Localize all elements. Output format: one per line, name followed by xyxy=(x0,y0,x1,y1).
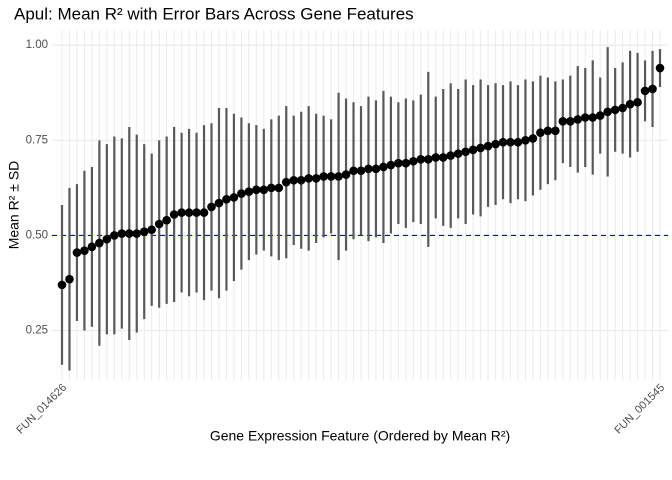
y-tick-label: 1.00 xyxy=(26,39,48,51)
point xyxy=(513,137,523,147)
point xyxy=(147,225,156,235)
point xyxy=(491,139,500,149)
point xyxy=(281,177,291,187)
point xyxy=(379,162,388,172)
point xyxy=(341,170,351,179)
point xyxy=(595,111,605,120)
point xyxy=(423,155,433,164)
point xyxy=(244,187,254,196)
point xyxy=(558,117,568,126)
point xyxy=(476,143,485,153)
point xyxy=(259,185,269,195)
point xyxy=(132,229,142,238)
point xyxy=(319,172,328,181)
point xyxy=(580,113,590,122)
point xyxy=(184,208,194,217)
point xyxy=(498,137,508,147)
point xyxy=(409,156,418,166)
point xyxy=(311,174,321,183)
point xyxy=(289,175,299,185)
point xyxy=(304,174,313,183)
point xyxy=(446,151,456,160)
point xyxy=(371,164,381,174)
point xyxy=(192,208,201,217)
point xyxy=(222,194,231,204)
point xyxy=(640,86,650,96)
point xyxy=(536,128,545,138)
y-tick-label: 0.75 xyxy=(26,134,48,146)
point xyxy=(95,238,104,248)
point xyxy=(483,141,493,151)
point xyxy=(356,166,366,176)
point xyxy=(214,198,224,208)
point xyxy=(453,149,463,158)
point xyxy=(468,145,478,155)
point xyxy=(364,164,373,174)
point xyxy=(117,229,127,238)
point xyxy=(551,126,560,136)
point xyxy=(124,229,134,238)
point xyxy=(521,136,530,145)
point xyxy=(177,208,186,217)
point xyxy=(506,137,515,147)
point xyxy=(162,215,171,225)
y-tick-label: 0.25 xyxy=(26,325,48,337)
point xyxy=(528,134,538,143)
point xyxy=(80,246,89,255)
point xyxy=(655,63,665,73)
x-tick-label: FUN_014626 xyxy=(14,382,69,437)
point xyxy=(401,158,411,168)
chart-title: Apul: Mean R² with Error Bars Across Gen… xyxy=(14,4,414,23)
point xyxy=(633,97,642,107)
y-axis-label: Mean R² ± SD xyxy=(6,161,22,250)
point xyxy=(603,107,612,117)
point xyxy=(648,84,657,94)
point xyxy=(139,227,149,236)
point xyxy=(267,183,276,193)
point xyxy=(610,105,620,115)
point xyxy=(57,280,67,290)
point xyxy=(237,189,246,198)
point xyxy=(461,147,470,157)
point xyxy=(169,210,179,219)
point xyxy=(394,158,403,168)
y-tick-label: 0.50 xyxy=(26,229,48,241)
point xyxy=(416,155,426,164)
point xyxy=(566,117,575,126)
point xyxy=(207,202,216,212)
point xyxy=(625,99,635,109)
point xyxy=(438,153,448,162)
point xyxy=(588,113,598,122)
point xyxy=(326,172,336,181)
point xyxy=(229,193,239,202)
point xyxy=(573,115,583,124)
point xyxy=(65,274,74,284)
point xyxy=(618,103,627,113)
point xyxy=(296,175,306,185)
point xyxy=(431,153,441,162)
x-tick-label: FUN_001545 xyxy=(612,382,667,437)
point xyxy=(72,248,82,257)
point xyxy=(199,208,209,217)
point xyxy=(543,126,553,136)
point xyxy=(87,242,97,252)
point xyxy=(334,172,343,181)
point xyxy=(110,231,119,240)
point xyxy=(386,160,396,170)
point xyxy=(349,166,358,176)
point xyxy=(102,234,112,244)
point xyxy=(154,219,164,229)
x-axis-label: Gene Expression Feature (Ordered by Mean… xyxy=(210,428,510,444)
point xyxy=(274,183,284,193)
point xyxy=(252,185,261,195)
